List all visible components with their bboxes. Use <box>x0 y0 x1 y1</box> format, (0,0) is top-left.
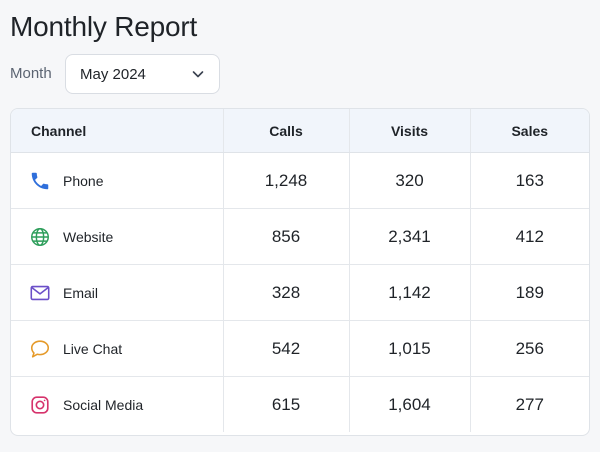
sales-cell: 163 <box>470 152 589 209</box>
table-row[interactable]: Social Media 615 1,604 277 <box>11 376 589 432</box>
table-row[interactable]: Website 856 2,341 412 <box>11 208 589 265</box>
channel-cell: Phone <box>11 152 224 209</box>
envelope-icon <box>29 282 51 304</box>
channel-name: Live Chat <box>63 340 123 357</box>
visits-cell: 320 <box>349 152 471 209</box>
calls-cell: 1,248 <box>223 152 350 209</box>
calls-cell: 328 <box>223 264 350 321</box>
sales-cell: 256 <box>470 320 589 377</box>
column-header-calls[interactable]: Calls <box>223 109 350 153</box>
table-row[interactable]: Live Chat 542 1,015 256 <box>11 320 589 377</box>
channel-name: Email <box>63 284 99 301</box>
sales-cell: 412 <box>470 208 589 265</box>
chat-bubble-icon <box>29 338 51 360</box>
report-table: Channel Calls Visits Sales Phone <box>10 108 590 436</box>
month-select-value: May 2024 <box>80 65 146 83</box>
channel-cell: Email <box>11 264 224 321</box>
visits-cell: 1,142 <box>349 264 471 321</box>
sales-cell: 277 <box>515 394 544 414</box>
visits-cell: 2,341 <box>349 208 471 265</box>
calls-cell: 542 <box>223 320 350 377</box>
channel-cell: Social Media <box>11 376 224 432</box>
calls-cell: 856 <box>223 208 350 265</box>
visits-cell: 1,604 <box>349 376 471 432</box>
chevron-down-icon <box>191 67 205 81</box>
month-filter-label: Month <box>10 65 52 82</box>
channel-name: Social Media <box>63 396 144 413</box>
visits-cell: 1,015 <box>349 320 471 377</box>
sales-cell: 189 <box>470 264 589 321</box>
phone-icon <box>29 170 51 192</box>
month-select[interactable]: May 2024 <box>65 54 220 94</box>
channel-name: Website <box>63 228 114 245</box>
table-row[interactable]: Phone 1,248 320 163 <box>11 152 589 209</box>
page-title: Monthly Report <box>10 11 198 42</box>
column-header-visits[interactable]: Visits <box>349 109 471 153</box>
column-header-sales[interactable]: Sales <box>470 109 589 153</box>
channel-cell: Live Chat <box>11 320 224 377</box>
column-header-channel[interactable]: Channel <box>11 109 224 153</box>
table-header-row: Channel Calls Visits Sales <box>11 109 589 153</box>
table-row[interactable]: Email 328 1,142 189 <box>11 264 589 321</box>
channel-name: Phone <box>63 172 104 189</box>
calls-cell: 615 <box>223 376 350 432</box>
instagram-icon <box>29 394 51 416</box>
globe-icon <box>29 226 51 248</box>
channel-cell: Website <box>11 208 224 265</box>
